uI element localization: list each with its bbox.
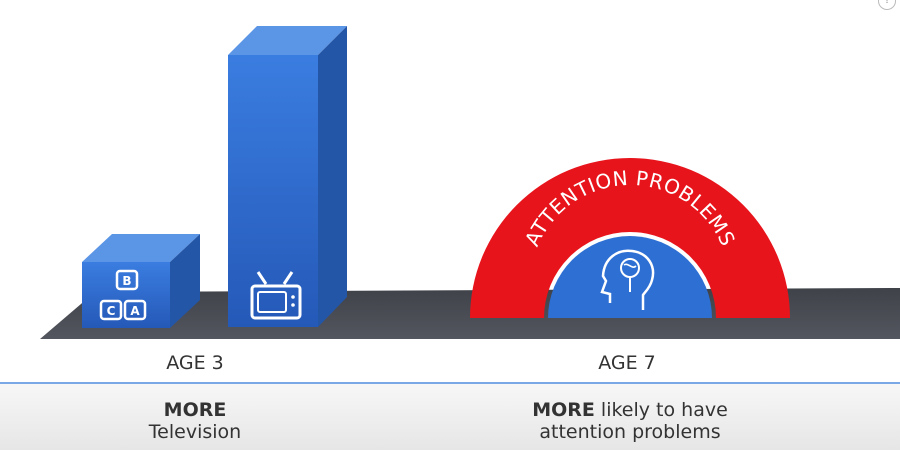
- age-7-label: AGE 7: [598, 352, 656, 374]
- head-brain-icon: [600, 249, 655, 310]
- caption-right-text-2: attention problems: [539, 421, 721, 443]
- caption-right-bold: MORE: [532, 399, 595, 421]
- tall-bar-top: [228, 26, 347, 55]
- divider-line: [0, 382, 900, 384]
- tall-bar-front: [228, 55, 318, 327]
- block-letter-a: A: [130, 304, 140, 318]
- age-3-label: AGE 3: [166, 352, 224, 374]
- tall-bar: [228, 26, 347, 327]
- caption-band: [0, 384, 900, 450]
- short-bar: [82, 234, 200, 328]
- block-letter-c: C: [107, 304, 116, 318]
- caption-right: MORE likely to have attention problems: [480, 399, 780, 443]
- short-bar-side: [170, 234, 200, 328]
- red-arch: [470, 158, 790, 318]
- abc-blocks-icon: B C A: [99, 269, 147, 321]
- attention-arch: ATTENTION PROBLEMS: [470, 158, 790, 318]
- caption-left: MORE Television: [110, 399, 280, 443]
- caption-left-bold: MORE: [163, 399, 227, 421]
- television-icon: [250, 271, 302, 320]
- block-letter-b: B: [122, 274, 131, 288]
- caption-right-text-1: likely to have: [600, 399, 728, 421]
- caption-left-text: Television: [148, 421, 242, 443]
- tall-bar-side: [318, 26, 347, 327]
- short-bar-top: [82, 234, 200, 262]
